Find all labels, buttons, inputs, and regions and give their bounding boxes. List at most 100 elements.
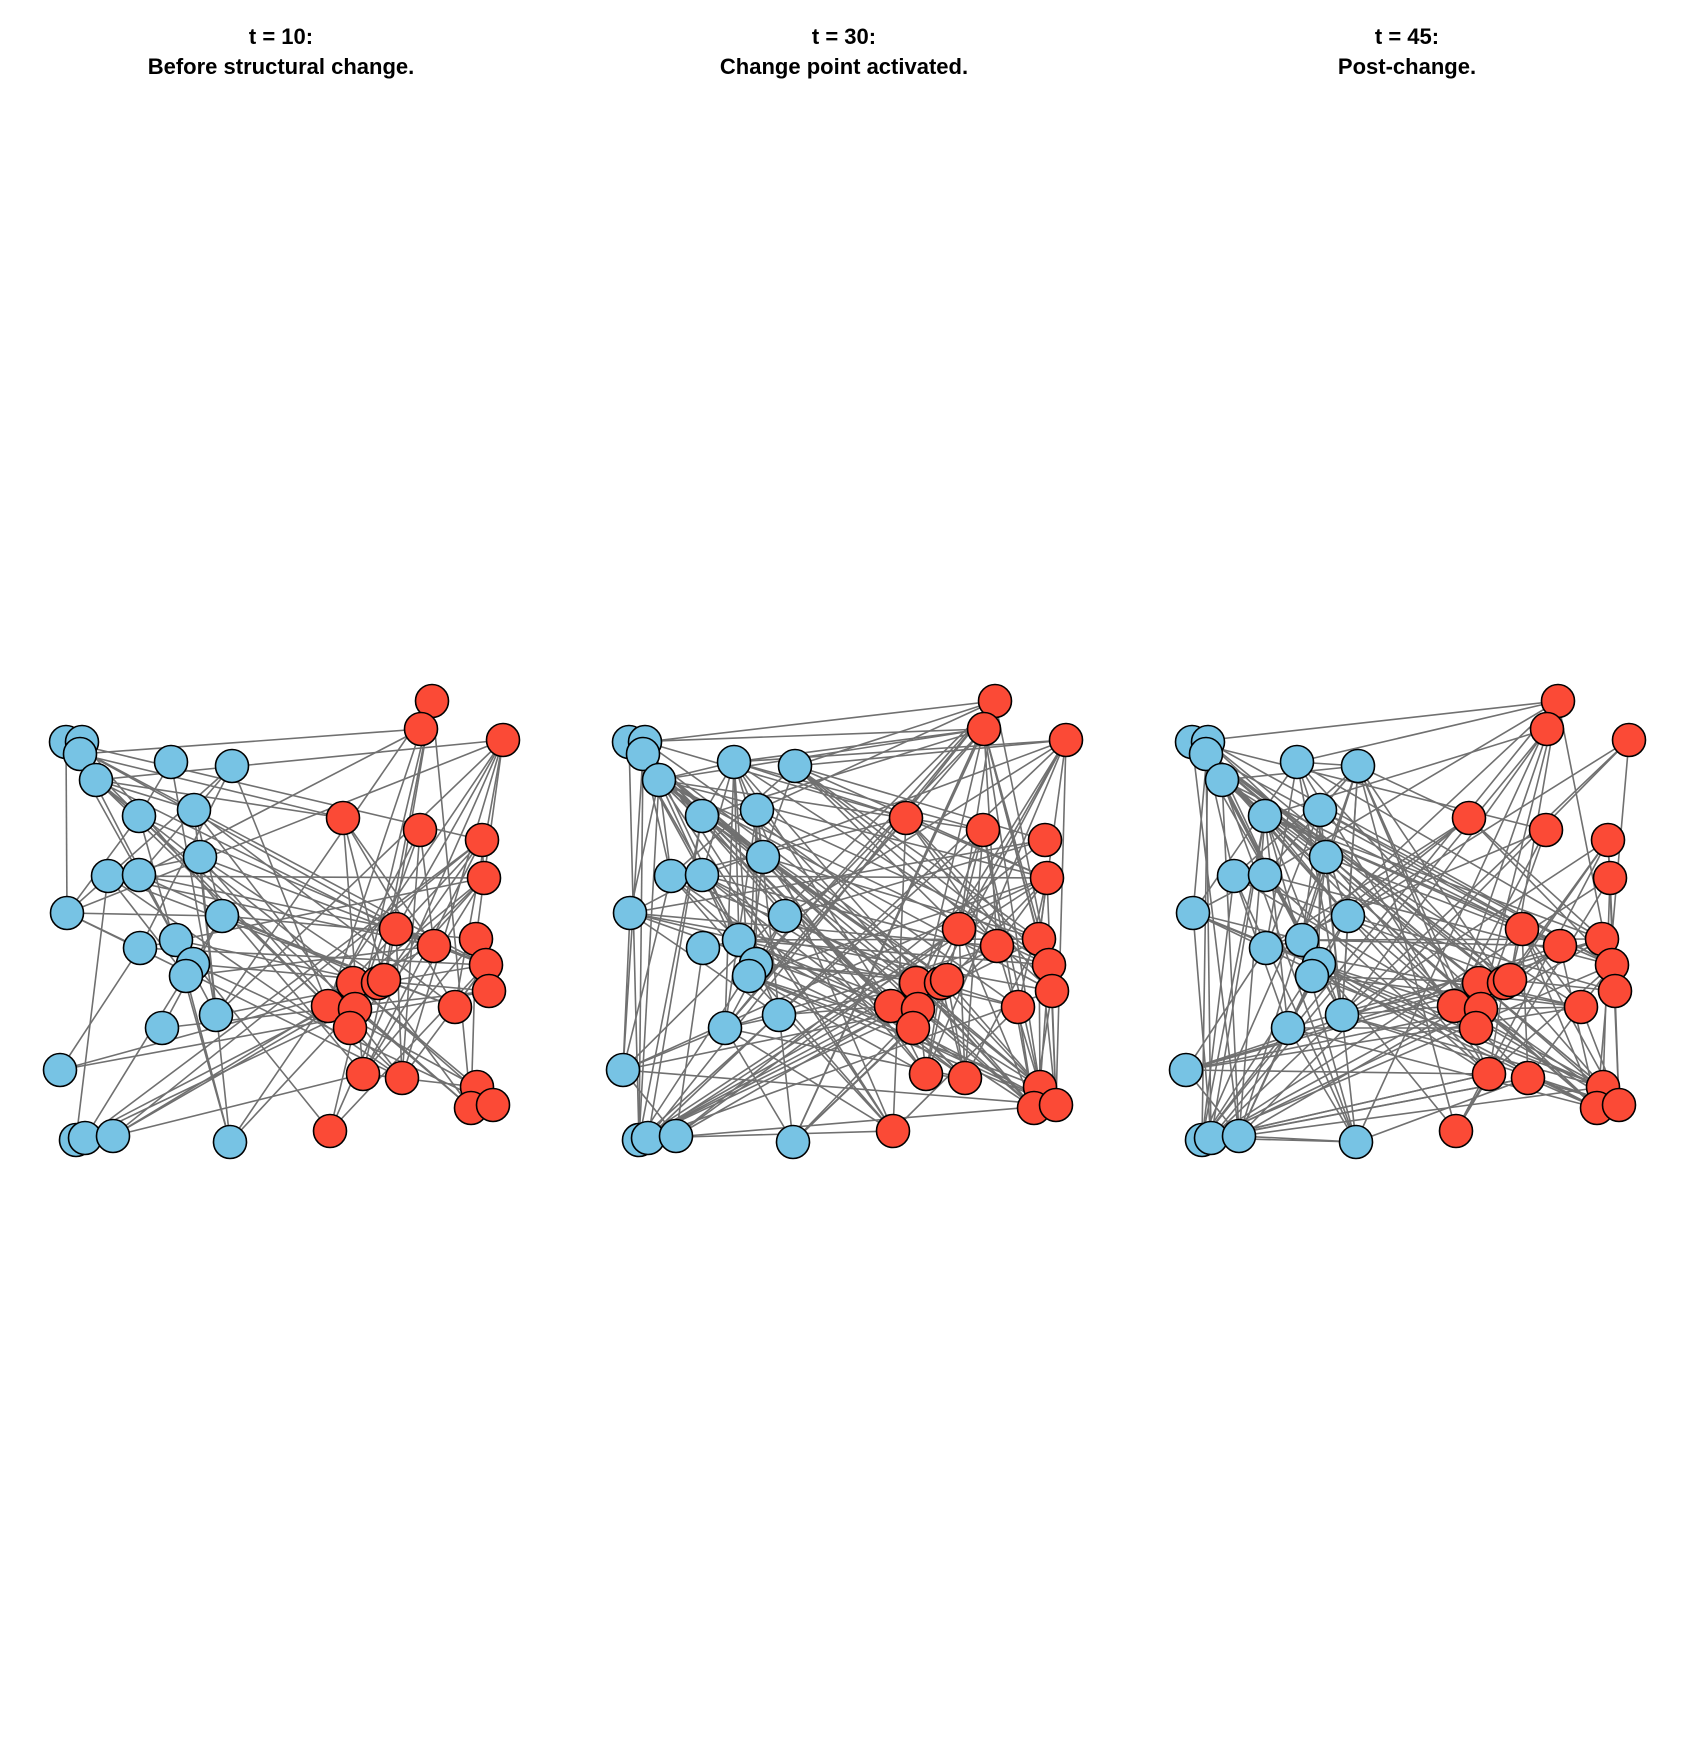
edge bbox=[112, 1073, 364, 1137]
edge bbox=[342, 817, 435, 947]
edge bbox=[982, 829, 1041, 1088]
edge bbox=[1210, 739, 1630, 1139]
edge bbox=[185, 945, 435, 977]
edge bbox=[1210, 1073, 1490, 1139]
edge bbox=[762, 856, 942, 984]
blue-node bbox=[1175, 895, 1211, 931]
panel-t30: t = 30: Change point activated. bbox=[563, 0, 1125, 1764]
red-node bbox=[1510, 1060, 1546, 1096]
blue-node bbox=[716, 744, 752, 780]
red-node bbox=[384, 1060, 420, 1096]
edge bbox=[1341, 982, 1480, 1016]
edge bbox=[701, 874, 1041, 1088]
red-node bbox=[312, 1113, 348, 1149]
blue-node bbox=[767, 898, 803, 934]
edge bbox=[1596, 739, 1630, 1109]
edge bbox=[724, 817, 907, 1029]
edge bbox=[79, 753, 344, 819]
edge bbox=[1210, 877, 1611, 1139]
edge bbox=[1453, 700, 1559, 1007]
edge bbox=[1210, 728, 1548, 1139]
red-node bbox=[471, 973, 507, 1009]
nodes-group bbox=[605, 683, 1084, 1160]
panel-title: t = 10: Before structural change. bbox=[0, 22, 562, 82]
edge bbox=[917, 1008, 1035, 1109]
edge bbox=[1205, 753, 1511, 981]
red-node bbox=[366, 962, 402, 998]
edge bbox=[670, 765, 796, 877]
edge bbox=[327, 728, 422, 1007]
edge bbox=[905, 817, 998, 947]
red-node bbox=[378, 911, 414, 947]
edge bbox=[1265, 809, 1321, 949]
edge bbox=[362, 928, 397, 1075]
edge bbox=[638, 779, 660, 1141]
blue-node bbox=[1247, 798, 1283, 834]
edge bbox=[915, 739, 1067, 984]
edge bbox=[229, 739, 504, 1143]
edge bbox=[958, 928, 966, 1079]
edge bbox=[622, 1069, 1057, 1106]
edge bbox=[644, 741, 907, 819]
edge bbox=[638, 829, 984, 1141]
panel-title-line2: Before structural change. bbox=[147, 54, 415, 79]
edge bbox=[1509, 979, 1616, 992]
red-node bbox=[1504, 911, 1540, 947]
edge bbox=[792, 1027, 914, 1143]
edge bbox=[1264, 874, 1490, 1075]
edge bbox=[65, 741, 435, 947]
edge bbox=[1221, 779, 1240, 1137]
panel-title: t = 30: Change point activated. bbox=[563, 22, 1125, 82]
red-node bbox=[979, 928, 1015, 964]
blue-node bbox=[1302, 792, 1338, 828]
panel-t45: t = 45: Post-change. bbox=[1126, 0, 1688, 1764]
edge bbox=[1210, 1077, 1529, 1139]
red-node bbox=[1438, 1113, 1474, 1149]
blue-node bbox=[144, 1010, 180, 1046]
edge bbox=[1233, 875, 1357, 1143]
red-node bbox=[1592, 860, 1628, 896]
blue-node bbox=[605, 1052, 641, 1088]
edge bbox=[1347, 817, 1470, 917]
edge bbox=[638, 753, 644, 1141]
edge bbox=[1233, 765, 1359, 877]
edge bbox=[1488, 964, 1613, 1075]
edge bbox=[221, 915, 456, 1008]
blue-node bbox=[641, 762, 677, 798]
edge bbox=[66, 912, 403, 1079]
blue-node bbox=[198, 997, 234, 1033]
edge bbox=[1185, 1069, 1490, 1075]
edge bbox=[1191, 741, 1547, 831]
red-node bbox=[485, 722, 521, 758]
blue-node bbox=[1221, 1118, 1257, 1154]
blue-node bbox=[761, 997, 797, 1033]
edges-group bbox=[59, 700, 504, 1143]
red-node bbox=[1528, 812, 1564, 848]
red-node bbox=[1597, 973, 1633, 1009]
blue-node bbox=[739, 792, 775, 828]
blue-node bbox=[731, 958, 767, 994]
red-node bbox=[325, 800, 361, 836]
blue-node bbox=[42, 1052, 78, 1088]
edge bbox=[1318, 963, 1490, 1075]
network-graph bbox=[1168, 683, 1647, 1160]
edge bbox=[107, 875, 187, 977]
edge bbox=[1238, 739, 1630, 1137]
red-node bbox=[475, 1087, 511, 1123]
edge bbox=[401, 964, 487, 1079]
edge bbox=[395, 739, 504, 930]
edge bbox=[748, 975, 1041, 1088]
edge bbox=[1238, 1086, 1604, 1137]
red-node bbox=[947, 1060, 983, 1096]
red-node bbox=[875, 1113, 911, 1149]
edge bbox=[354, 1008, 472, 1109]
edge bbox=[670, 875, 1048, 879]
blue-node bbox=[62, 736, 98, 772]
edge bbox=[675, 928, 960, 1137]
edge bbox=[65, 741, 68, 914]
blue-node bbox=[684, 857, 720, 893]
edge bbox=[756, 700, 996, 811]
edge bbox=[1521, 928, 1529, 1079]
blue-node bbox=[204, 898, 240, 934]
edges-group bbox=[622, 700, 1067, 1143]
